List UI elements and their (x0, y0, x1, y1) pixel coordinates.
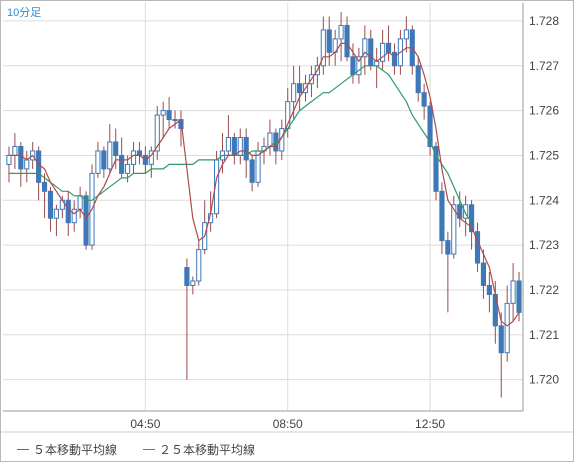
ma5-line (9, 42, 520, 327)
candle-body (297, 83, 303, 94)
x-tick-label: 04:50 (130, 417, 160, 431)
legend-item-ma25: ２５本移動平均線 (143, 441, 255, 458)
candle-body (421, 92, 427, 107)
candle-body (47, 190, 54, 219)
candle-body (504, 302, 510, 354)
candle-body (113, 141, 119, 156)
legend-label-ma25: ２５本移動平均線 (159, 443, 256, 457)
candle-body (474, 231, 481, 264)
candle-body (249, 159, 255, 183)
candle-body (95, 150, 101, 174)
candle-body (368, 38, 374, 67)
x-tick-label: 12:50 (415, 417, 445, 431)
candle-body (480, 262, 487, 286)
y-tick-label: 1.720 (529, 373, 559, 387)
candle-body (6, 154, 12, 165)
candle-body (469, 204, 475, 233)
candle-body (53, 208, 59, 219)
legend-label-ma5: ５本移動平均線 (33, 443, 118, 457)
candle-body (36, 150, 42, 183)
legend-item-ma5: ５本移動平均線 (17, 441, 117, 458)
candle-body (380, 42, 386, 62)
y-tick-label: 1.721 (529, 328, 559, 342)
candle-body (510, 280, 516, 304)
candle-body (356, 56, 362, 76)
candle-body (119, 154, 125, 174)
candle-body (24, 159, 30, 170)
candle-body (445, 240, 451, 255)
candle-body (18, 145, 24, 170)
candle-body (136, 150, 143, 156)
y-tick-label: 1.723 (529, 238, 559, 252)
y-tick-label: 1.726 (529, 104, 559, 118)
legend-swatch-ma25 (143, 449, 156, 450)
y-tick-label: 1.725 (529, 148, 559, 162)
candle-body (160, 110, 166, 116)
candle-body (439, 190, 445, 242)
chart-interval-label: 10分足 (7, 7, 42, 19)
candle-body (107, 141, 113, 170)
candle-body (451, 204, 457, 255)
candle-body (291, 83, 297, 103)
candle-body (433, 145, 439, 192)
candle-body (190, 280, 196, 286)
x-tick-label: 08:50 (273, 417, 303, 431)
legend: ５本移動平均線 ２５本移動平均線 (17, 441, 255, 458)
candle-body (267, 132, 273, 147)
candle-body (320, 29, 326, 67)
candle-body (391, 51, 398, 67)
candle-body (498, 325, 504, 354)
candle-body (427, 105, 433, 147)
candle-body (415, 65, 421, 94)
candle-body (362, 38, 368, 58)
candle-body (196, 249, 202, 282)
candle-body (225, 137, 231, 152)
y-tick-label: 1.722 (529, 283, 559, 297)
candle-body (243, 137, 249, 161)
candle-body (463, 204, 469, 219)
candle-body (83, 195, 89, 246)
candle-body (71, 208, 77, 224)
candle-body (65, 199, 71, 224)
candle-body (77, 195, 83, 210)
candle-body (350, 56, 356, 76)
y-tick-label: 1.727 (529, 59, 559, 73)
candle-body (338, 24, 344, 40)
candle-body (403, 29, 409, 40)
candle-body (326, 29, 332, 53)
candle-body (184, 267, 190, 286)
ma25-line (9, 65, 473, 224)
y-tick-label: 1.728 (529, 14, 559, 28)
candle-body (486, 284, 492, 295)
candle-body (344, 24, 350, 58)
candle-body (231, 137, 237, 156)
candle-body (125, 163, 131, 174)
candle-body (41, 181, 48, 192)
candle-body (154, 114, 160, 152)
candle-body (516, 280, 522, 313)
candle-body (12, 145, 18, 156)
candle-body (130, 150, 137, 165)
legend-swatch-ma5 (17, 449, 29, 450)
candle-body (101, 150, 107, 170)
candle-body (166, 110, 172, 121)
candle-body (172, 119, 178, 122)
y-tick-label: 1.724 (529, 193, 559, 207)
candle-body (385, 42, 392, 53)
